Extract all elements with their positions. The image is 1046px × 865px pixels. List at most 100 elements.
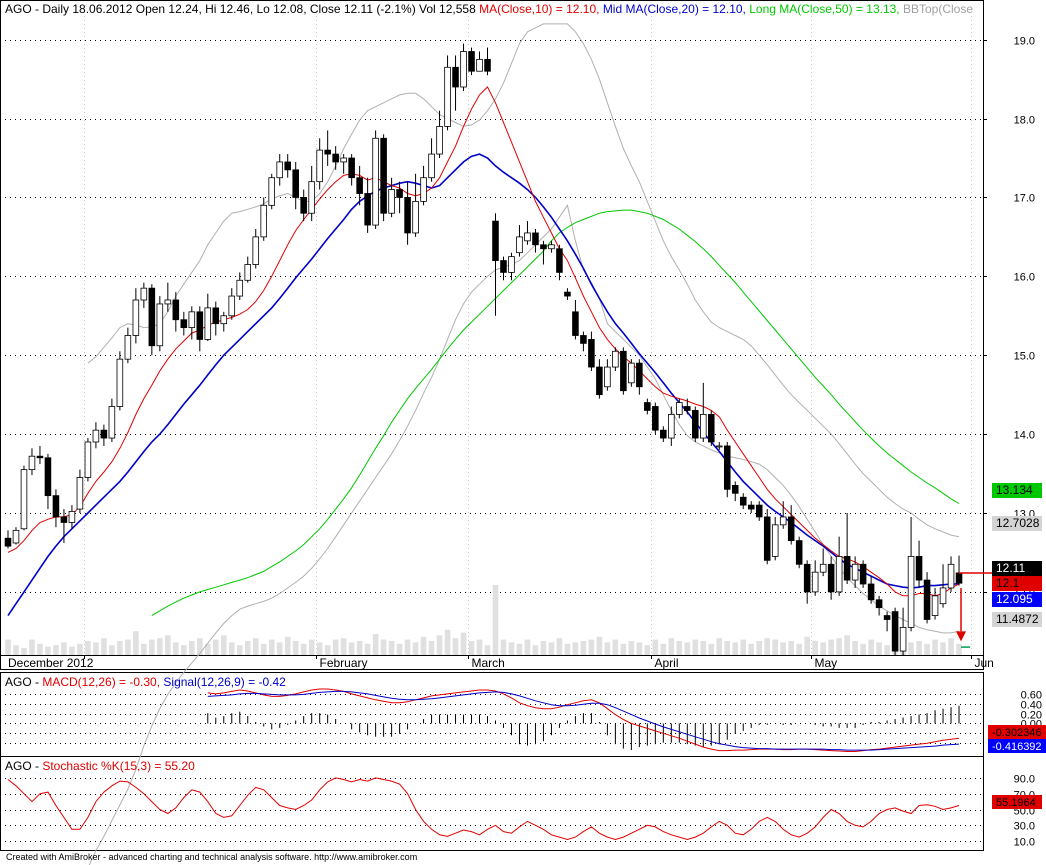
footer-credit: Created with AmiBroker - advanced charti… bbox=[6, 852, 418, 862]
price-value-box bbox=[992, 483, 1042, 498]
up-candle bbox=[156, 303, 164, 347]
volume-bar bbox=[13, 645, 19, 655]
date-axis-label: February bbox=[320, 656, 368, 670]
volume-bar bbox=[676, 641, 683, 655]
macd-tick-label: 0.20 bbox=[1021, 710, 1042, 722]
down-candle bbox=[867, 583, 875, 601]
down-candle bbox=[212, 307, 220, 325]
up-candle bbox=[20, 469, 28, 530]
volume-bar bbox=[372, 634, 379, 655]
price-value-label: 12.11 bbox=[996, 561, 1025, 575]
up-candle bbox=[420, 177, 427, 202]
price-value-box bbox=[992, 561, 1042, 576]
volume-bar bbox=[204, 643, 211, 655]
volume-bar bbox=[388, 641, 395, 655]
down-candle bbox=[324, 149, 331, 155]
volume-bar bbox=[580, 641, 587, 655]
volume-bar bbox=[348, 642, 355, 655]
down-candle bbox=[196, 311, 204, 340]
up-candle bbox=[316, 149, 323, 183]
volume-bar bbox=[844, 635, 850, 655]
volume-bar bbox=[220, 635, 227, 655]
volume-bar bbox=[908, 642, 914, 655]
up-candle bbox=[340, 157, 347, 163]
volume-bar bbox=[868, 639, 874, 655]
down-candle bbox=[923, 579, 931, 620]
volume-bar bbox=[748, 643, 755, 655]
up-candle bbox=[244, 264, 252, 281]
up-candle bbox=[612, 350, 619, 368]
down-candle bbox=[803, 563, 811, 593]
up-candle bbox=[84, 441, 92, 478]
down-candle bbox=[755, 504, 763, 518]
volume-bar bbox=[428, 641, 435, 655]
down-candle bbox=[564, 291, 571, 297]
up-candle bbox=[628, 362, 635, 384]
up-candle bbox=[444, 66, 451, 127]
up-candle bbox=[204, 307, 212, 340]
volume-bar bbox=[804, 636, 810, 655]
volume-bar bbox=[157, 638, 163, 655]
macd-tick-label: 0.40 bbox=[1021, 700, 1042, 712]
down-candle bbox=[684, 406, 691, 411]
volume-bar bbox=[324, 645, 331, 655]
price-value-label: 13.134 bbox=[996, 483, 1033, 497]
ma20-line bbox=[7, 153, 959, 617]
down-candle bbox=[364, 193, 371, 226]
up-candle bbox=[835, 555, 843, 593]
down-candle bbox=[468, 51, 475, 72]
up-candle bbox=[164, 299, 172, 305]
stoch-value-box bbox=[992, 795, 1042, 809]
up-candle bbox=[907, 555, 915, 628]
volume-bar bbox=[612, 639, 619, 655]
volume-bar bbox=[852, 641, 858, 655]
down-candle bbox=[955, 572, 963, 584]
volume-bar bbox=[764, 638, 771, 655]
volume-bar bbox=[364, 643, 371, 655]
macd-title: AGO - MACD(12,26) = -0.30, Signal(12,26,… bbox=[5, 675, 286, 689]
volume-bar bbox=[532, 645, 539, 655]
up-candle bbox=[228, 295, 236, 317]
volume-bar bbox=[948, 638, 954, 655]
volume-bar bbox=[149, 639, 155, 655]
price-value-label: 11.4872 bbox=[996, 612, 1039, 626]
volume-bar bbox=[692, 639, 699, 655]
volume-bar bbox=[812, 641, 818, 655]
volume-bar bbox=[460, 632, 467, 655]
up-candle bbox=[388, 189, 395, 214]
date-axis-label: May bbox=[815, 656, 838, 670]
down-candle bbox=[915, 555, 923, 581]
macd-tick-label: 0.60 bbox=[1021, 690, 1042, 702]
volume-bar bbox=[620, 643, 627, 655]
macd-value-box bbox=[988, 725, 1046, 739]
volume-bar bbox=[836, 638, 842, 655]
price-value-box bbox=[992, 592, 1042, 607]
up-candle bbox=[851, 563, 859, 581]
up-candle bbox=[931, 595, 939, 616]
up-candle bbox=[12, 529, 20, 544]
volume-bar bbox=[284, 636, 291, 655]
volume-bar bbox=[404, 639, 411, 655]
volume-bar bbox=[924, 643, 930, 655]
volume-bar bbox=[196, 638, 203, 655]
volume-bar bbox=[316, 642, 323, 655]
price-tick-label: 14.0 bbox=[1014, 430, 1035, 442]
volume-bar bbox=[396, 643, 403, 655]
up-candle bbox=[308, 181, 315, 214]
down-candle bbox=[292, 169, 299, 198]
down-candle bbox=[875, 599, 883, 609]
volume-bar bbox=[652, 639, 659, 655]
volume-bar bbox=[684, 642, 691, 655]
down-candle bbox=[660, 429, 667, 439]
up-candle bbox=[700, 413, 707, 439]
volume-bar bbox=[268, 639, 275, 655]
up-candle bbox=[460, 51, 467, 88]
down-candle bbox=[4, 537, 12, 547]
volume-bar bbox=[516, 643, 523, 655]
volume-bar bbox=[21, 648, 27, 655]
down-candle bbox=[484, 58, 491, 72]
up-candle bbox=[939, 587, 947, 605]
volume-bar bbox=[173, 642, 179, 655]
price-value-box bbox=[992, 576, 1042, 591]
volume-bar bbox=[380, 639, 387, 655]
